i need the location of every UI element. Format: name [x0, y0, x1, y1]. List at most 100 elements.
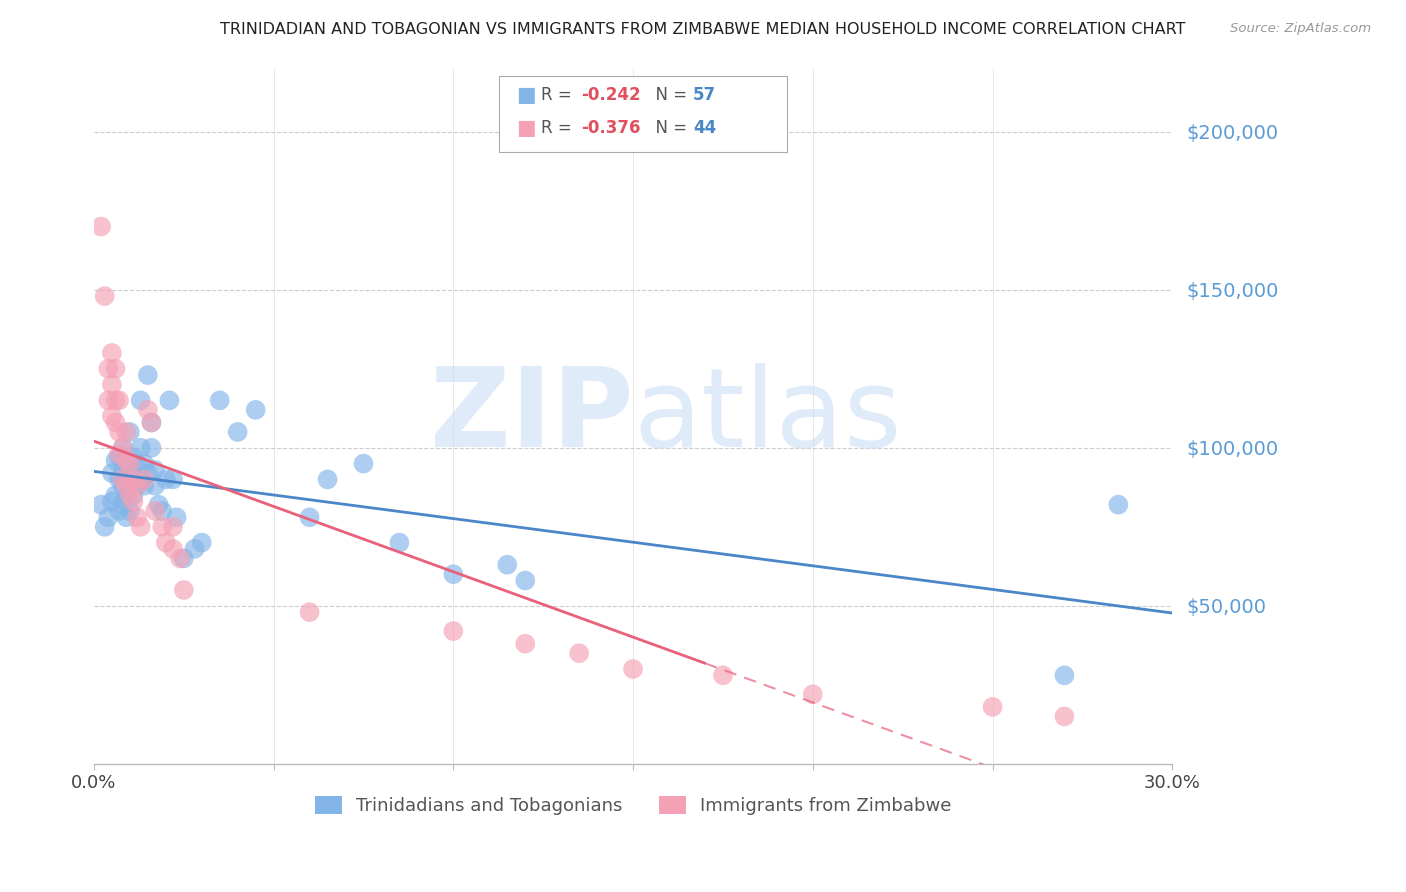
Point: [108, 393, 131, 408]
Point: [115, 457, 138, 471]
Point: [162, 472, 184, 486]
Point: [141, 416, 163, 430]
Point: [108, 472, 131, 486]
Point: [136, 402, 159, 417]
Point: [298, 605, 321, 619]
Point: [388, 535, 411, 549]
Text: N =: N =: [645, 87, 693, 104]
Point: [143, 479, 166, 493]
Point: [155, 535, 177, 549]
Text: ■: ■: [516, 118, 536, 137]
Point: [801, 687, 824, 701]
Point: [166, 510, 188, 524]
Text: Source: ZipAtlas.com: Source: ZipAtlas.com: [1230, 22, 1371, 36]
Point: [169, 551, 191, 566]
Point: [226, 425, 249, 439]
Point: [115, 479, 138, 493]
Point: [108, 504, 131, 518]
Point: [981, 700, 1004, 714]
Text: TRINIDADIAN AND TOBAGONIAN VS IMMIGRANTS FROM ZIMBABWE MEDIAN HOUSEHOLD INCOME C: TRINIDADIAN AND TOBAGONIAN VS IMMIGRANTS…: [221, 22, 1185, 37]
Point: [136, 368, 159, 382]
Point: [111, 441, 134, 455]
Point: [115, 510, 138, 524]
Point: [125, 479, 148, 493]
Point: [118, 457, 141, 471]
Text: R =: R =: [541, 87, 578, 104]
Point: [134, 457, 156, 471]
Point: [711, 668, 734, 682]
Point: [155, 472, 177, 486]
Point: [1053, 668, 1076, 682]
Point: [104, 453, 127, 467]
Point: [173, 551, 195, 566]
Point: [115, 425, 138, 439]
Point: [316, 472, 339, 486]
Point: [129, 441, 152, 455]
Text: N =: N =: [645, 119, 693, 136]
Point: [1107, 498, 1129, 512]
Point: [108, 425, 131, 439]
Point: [101, 409, 124, 424]
Point: [118, 463, 141, 477]
Legend: Trinidadians and Tobagonians, Immigrants from Zimbabwe: Trinidadians and Tobagonians, Immigrants…: [305, 787, 960, 824]
Point: [122, 472, 145, 486]
Text: ■: ■: [516, 86, 536, 105]
Point: [190, 535, 212, 549]
Point: [115, 488, 138, 502]
Point: [122, 494, 145, 508]
Point: [93, 520, 115, 534]
Point: [104, 361, 127, 376]
Point: [183, 541, 205, 556]
Point: [148, 498, 170, 512]
Point: [101, 346, 124, 360]
Point: [515, 637, 537, 651]
Point: [101, 377, 124, 392]
Point: [122, 488, 145, 502]
Point: [496, 558, 519, 572]
Point: [115, 453, 138, 467]
Point: [104, 488, 127, 502]
Point: [141, 416, 163, 430]
Point: [568, 646, 591, 660]
Point: [129, 520, 152, 534]
Text: 57: 57: [693, 87, 716, 104]
Point: [108, 447, 131, 461]
Point: [90, 498, 112, 512]
Point: [162, 541, 184, 556]
Point: [141, 441, 163, 455]
Point: [150, 520, 173, 534]
Point: [353, 457, 375, 471]
Point: [208, 393, 231, 408]
Point: [101, 466, 124, 480]
Point: [101, 494, 124, 508]
Point: [97, 361, 120, 376]
Text: 44: 44: [693, 119, 717, 136]
Point: [111, 463, 134, 477]
Point: [621, 662, 644, 676]
Point: [162, 520, 184, 534]
Point: [111, 479, 134, 493]
Point: [245, 402, 267, 417]
Point: [150, 504, 173, 518]
Point: [143, 463, 166, 477]
Point: [441, 567, 464, 582]
Point: [129, 393, 152, 408]
Point: [136, 466, 159, 480]
Point: [111, 498, 134, 512]
Text: ZIP: ZIP: [430, 363, 633, 470]
Point: [134, 472, 156, 486]
Point: [515, 574, 537, 588]
Text: -0.242: -0.242: [581, 87, 640, 104]
Point: [298, 510, 321, 524]
Text: -0.376: -0.376: [581, 119, 640, 136]
Point: [118, 425, 141, 439]
Point: [129, 472, 152, 486]
Point: [97, 510, 120, 524]
Point: [118, 479, 141, 493]
Point: [111, 472, 134, 486]
Point: [93, 289, 115, 303]
Point: [122, 450, 145, 465]
Text: R =: R =: [541, 119, 578, 136]
Point: [125, 457, 148, 471]
Point: [441, 624, 464, 638]
